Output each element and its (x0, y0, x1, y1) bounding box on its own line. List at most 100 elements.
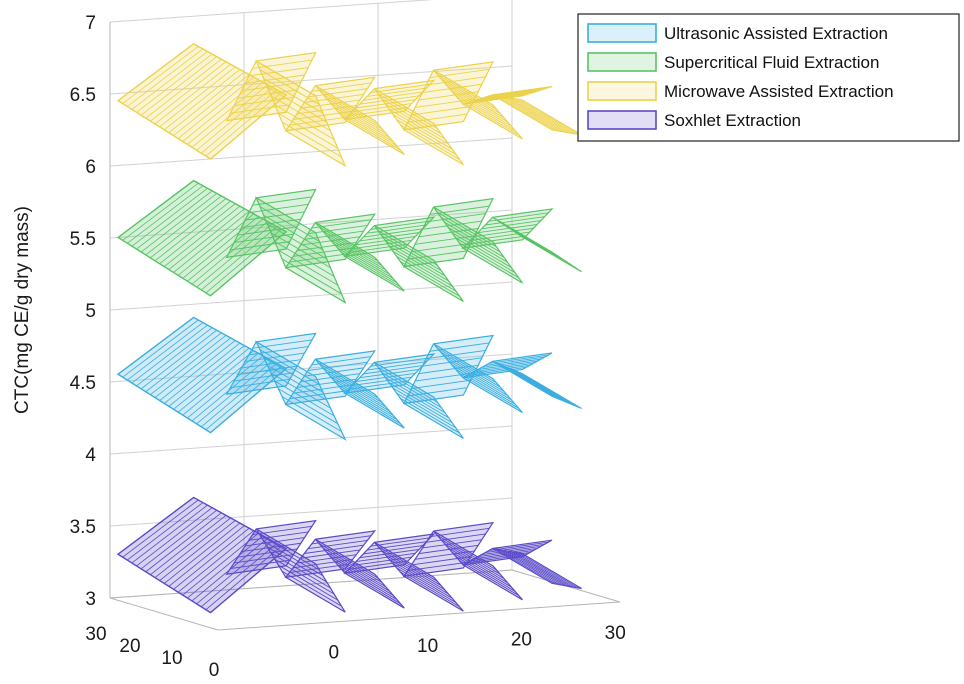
mesh-line (259, 69, 320, 105)
mesh-line (488, 87, 549, 97)
mesh-line (466, 94, 527, 104)
mesh-line (451, 91, 512, 127)
mesh-line (300, 373, 361, 383)
z-tick-label: 6 (85, 157, 96, 178)
grid-line (109, 65, 513, 95)
mesh-line (459, 99, 520, 136)
mesh-line (422, 220, 482, 230)
mesh-line (140, 56, 218, 116)
mesh-line (274, 558, 335, 595)
mesh-line (385, 554, 446, 591)
mesh-line (407, 113, 468, 123)
mesh-line (455, 237, 516, 274)
mesh-line (205, 545, 282, 610)
x-tick-label: 0 (329, 642, 340, 663)
mesh-line (191, 538, 268, 602)
mesh-line (377, 546, 438, 582)
mesh-line (377, 230, 438, 266)
mesh-line (444, 543, 505, 579)
mesh-line (377, 93, 438, 130)
mesh-line (370, 537, 431, 547)
mesh-line (168, 208, 245, 270)
mesh-line (329, 555, 390, 592)
mesh-line (187, 535, 264, 599)
mesh-line (263, 540, 324, 577)
mesh-line (503, 550, 564, 586)
mesh-line (140, 329, 218, 390)
mesh-line (187, 218, 264, 282)
mesh-line (293, 110, 353, 121)
mesh-line (131, 187, 208, 247)
mesh-line (481, 545, 542, 556)
mesh-line (270, 372, 331, 409)
legend-swatch (587, 23, 657, 43)
z-tick-label: 6.5 (70, 85, 96, 106)
mesh-line (278, 388, 339, 425)
mesh-line (396, 567, 457, 604)
mesh-line (440, 78, 501, 114)
axis-grid (109, 0, 621, 631)
mesh-line (318, 543, 379, 579)
mesh-line (177, 530, 254, 593)
mesh-line (304, 544, 364, 554)
mesh-line (340, 251, 401, 288)
mesh-line (278, 113, 339, 149)
mesh-line (326, 97, 387, 134)
mesh-line (459, 242, 520, 279)
legend-swatch (587, 110, 657, 130)
mesh-line (159, 66, 236, 128)
mesh-line (159, 520, 236, 581)
mesh-line (477, 360, 538, 370)
mesh-line (296, 378, 357, 388)
mesh-line (164, 69, 241, 131)
mesh-line (150, 198, 227, 259)
mesh-line (237, 226, 298, 236)
mesh-line (145, 332, 222, 393)
mesh-line (145, 58, 222, 119)
mesh-line (510, 97, 571, 134)
mesh-line (400, 571, 460, 608)
mesh-line (234, 372, 294, 382)
mesh-line (392, 114, 453, 150)
z-tick-label: 7 (85, 13, 96, 34)
mesh-line (499, 95, 560, 132)
mesh-line (333, 243, 394, 279)
legend-swatch (587, 52, 657, 72)
mesh-line (131, 504, 208, 564)
mesh-line (177, 76, 254, 139)
mesh-line (182, 79, 259, 142)
mesh-line (400, 124, 460, 160)
mesh-line (411, 106, 471, 116)
mesh-line (154, 337, 231, 398)
mesh-line (426, 349, 486, 360)
mesh-line (466, 366, 527, 377)
surface-series (116, 43, 582, 614)
mesh-line (518, 552, 579, 589)
mesh-line (241, 542, 301, 553)
mesh-line (400, 261, 460, 297)
mesh-line (205, 228, 282, 294)
mesh-line (518, 233, 579, 270)
mesh-line (485, 356, 545, 366)
y-tick-label: 20 (119, 636, 140, 657)
mesh-line (300, 236, 361, 246)
mesh-line (196, 360, 273, 425)
mesh-line (259, 206, 320, 242)
mesh-line (488, 212, 549, 222)
mesh-line (230, 104, 290, 114)
mesh-line (436, 347, 497, 384)
mesh-line (411, 379, 471, 389)
mesh-line (177, 350, 254, 413)
y-tick-label: 30 (85, 624, 106, 645)
series-surface (116, 179, 582, 304)
mesh-line (159, 203, 236, 265)
mesh-line (514, 551, 575, 588)
mesh-line (448, 86, 508, 123)
mesh-line (263, 357, 324, 393)
legend-label: Soxhlet Extraction (664, 111, 801, 130)
mesh-line (177, 213, 254, 276)
mesh-line (370, 357, 431, 367)
mesh-line (140, 509, 218, 570)
mesh-line (140, 193, 218, 253)
mesh-line (173, 527, 250, 590)
